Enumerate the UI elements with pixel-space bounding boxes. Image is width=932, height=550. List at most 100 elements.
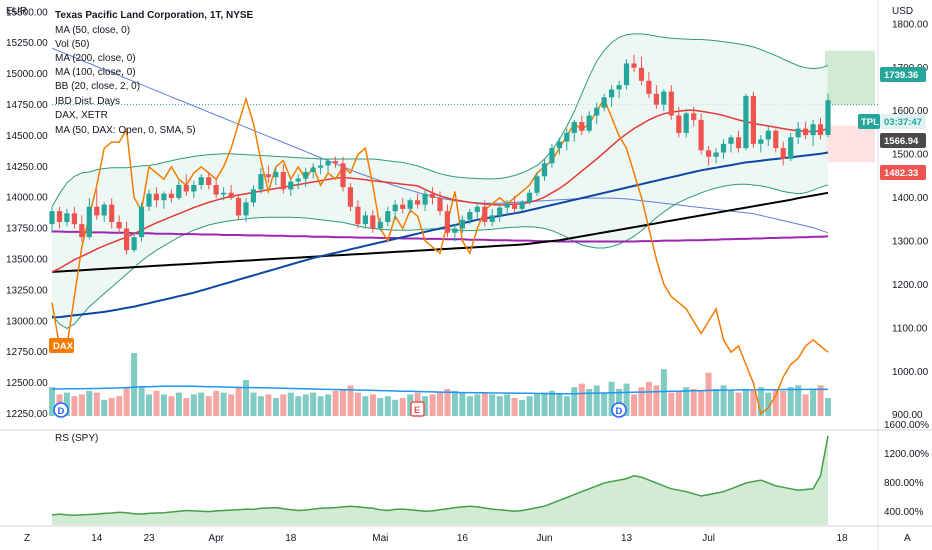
volume-bar <box>317 396 324 416</box>
candle-body <box>370 215 376 229</box>
candle-body <box>221 192 227 195</box>
candle-body <box>124 228 130 251</box>
candle-body <box>109 204 115 222</box>
volume-bar <box>548 390 555 416</box>
volume-bar <box>325 394 332 416</box>
volume-bar <box>735 392 742 416</box>
candle-body <box>803 128 809 136</box>
left-axis-tick: 12500.00 <box>6 378 48 389</box>
candle-body <box>392 204 398 212</box>
target-zone-down <box>825 125 875 163</box>
right-tags: 1739.36 TPL 03:37:47 1566.94 1482.33 <box>858 67 926 180</box>
candle-body <box>437 198 443 212</box>
countdown-tag-bg <box>880 114 926 129</box>
candle-body <box>310 167 316 172</box>
candle-body <box>497 207 503 216</box>
ticker-tag: TPL <box>861 117 879 128</box>
ma100-line <box>51 151 829 319</box>
candle-body <box>564 132 570 142</box>
target-zone-up <box>825 50 875 105</box>
volume-bar <box>586 389 593 416</box>
legend-item[interactable]: Vol (50) <box>55 39 89 50</box>
candle-body <box>489 215 495 222</box>
volume-bar <box>183 398 190 416</box>
volume-bar <box>578 383 585 416</box>
candle-body <box>638 67 645 81</box>
rs-pane-label: RS (SPY) <box>55 433 98 444</box>
earnings-marker-label: E <box>414 405 420 416</box>
legend-item[interactable]: DAX, XETR <box>55 110 108 121</box>
candle-body <box>183 185 189 192</box>
chart-title: Texas Pacific Land Corporation, 1T, NYSE <box>55 10 254 21</box>
volume-bar <box>437 392 443 416</box>
volume-bar <box>86 390 93 416</box>
left-axis-tick: 12750.00 <box>6 347 48 358</box>
left-axis-tick: 14500.00 <box>6 131 48 142</box>
x-axis-tick: 18 <box>285 533 297 544</box>
bollinger-band-fill <box>52 33 828 329</box>
legend-item[interactable]: MA (200, close, 0) <box>55 53 136 64</box>
volume-bar <box>496 396 503 416</box>
volume-bar <box>407 394 414 416</box>
candle-body <box>355 206 361 225</box>
legend-item[interactable]: BB (20, close, 2, 0) <box>55 81 140 92</box>
earnings-marker[interactable] <box>410 401 425 417</box>
dax-badge: DAX <box>49 338 74 353</box>
volume-bar <box>220 392 227 416</box>
volume-bar <box>354 392 361 416</box>
volume-bar <box>765 392 772 416</box>
volume-bar <box>526 396 533 416</box>
volume-bar <box>384 396 391 416</box>
candle-body <box>303 172 309 179</box>
rs-area-fill <box>52 435 828 525</box>
volume-bar <box>742 389 749 416</box>
auto-scale-icon[interactable]: A <box>904 533 911 544</box>
candle-body <box>131 237 137 251</box>
volume-bar <box>690 389 697 416</box>
volume-bar <box>250 392 257 416</box>
timezone-icon[interactable]: Z <box>24 533 30 544</box>
dividend-marker[interactable] <box>611 402 627 418</box>
dax-line <box>51 96 829 416</box>
candle-body <box>86 206 92 238</box>
volume-bar <box>787 387 794 416</box>
volume-bar <box>795 385 802 416</box>
volume-bar <box>399 398 406 416</box>
candle-body <box>646 80 652 94</box>
candle-body <box>773 130 779 149</box>
candle-body <box>325 161 331 166</box>
ticker-tag-bg <box>858 114 880 129</box>
dividend-marker[interactable] <box>53 402 69 418</box>
candle-body <box>817 124 824 136</box>
legend-item[interactable]: IBD Dist. Days <box>55 96 120 107</box>
volume-bar <box>168 396 175 416</box>
candle-body <box>698 119 704 151</box>
rs-axis-tick: 800.00% <box>884 478 924 489</box>
legend-item[interactable]: MA (100, close, 0) <box>55 67 136 78</box>
volume-bar <box>660 369 667 416</box>
candle-body <box>347 187 353 207</box>
candle-body <box>750 96 756 144</box>
candle-body <box>94 206 100 216</box>
dax-badge-bg <box>49 338 74 353</box>
volume-bar <box>295 396 302 416</box>
x-axis-tick: 14 <box>91 533 103 544</box>
candle-body <box>504 203 510 208</box>
volume-bar <box>601 392 608 416</box>
level1-tag: 1566.94 <box>884 136 919 147</box>
volume-bar <box>160 394 167 416</box>
candle-body <box>250 189 256 203</box>
legend-item[interactable]: MA (50, DAX: Open, 0, SMA, 5) <box>55 125 196 136</box>
rs-line <box>51 435 829 516</box>
volume-bar <box>63 392 70 416</box>
volume-bar <box>429 394 436 416</box>
dividend-marker-label: D <box>616 406 623 417</box>
level2-tag-bg <box>880 165 926 180</box>
candle-body <box>512 203 518 209</box>
volume-bar <box>108 398 115 416</box>
candle-body <box>541 163 548 177</box>
legend-item[interactable]: MA (50, close, 0) <box>55 25 130 36</box>
candle-body <box>706 150 712 157</box>
volume-bar <box>474 394 481 416</box>
